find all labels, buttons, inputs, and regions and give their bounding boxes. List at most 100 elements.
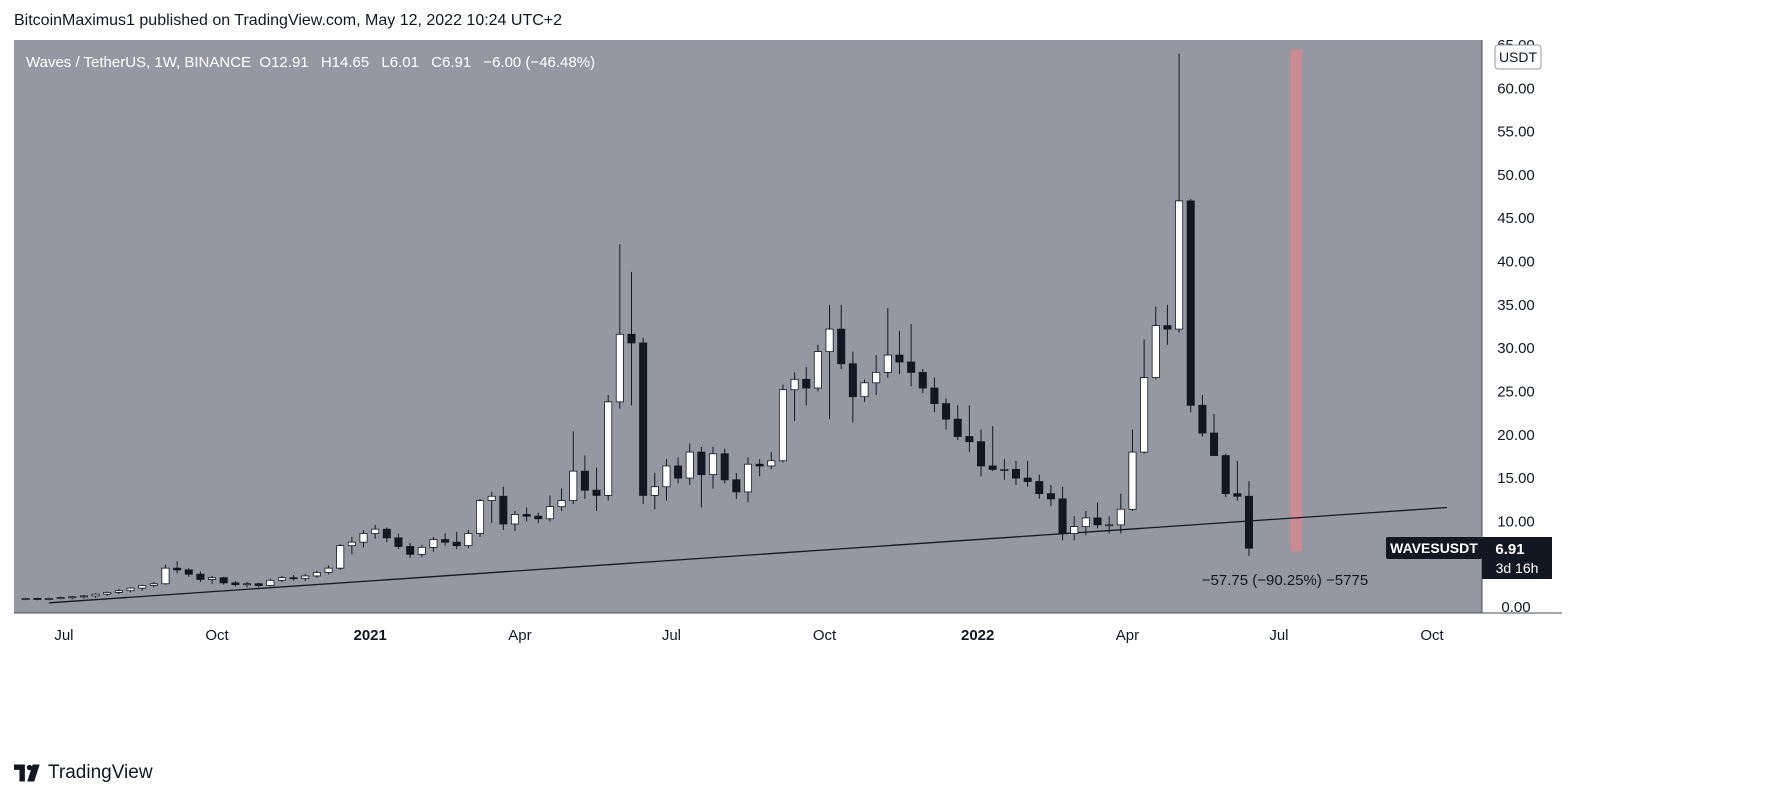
candle[interactable] xyxy=(1070,516,1079,541)
candle[interactable] xyxy=(406,543,415,558)
candle[interactable] xyxy=(371,524,380,539)
candle[interactable] xyxy=(720,448,729,484)
chart-frame[interactable]: −57.75 (−90.25%) −5775 0.00 10.00 15.00 20.… xyxy=(14,37,1776,744)
candle[interactable] xyxy=(743,457,753,503)
price-axis[interactable] xyxy=(1482,40,1562,613)
candle[interactable] xyxy=(627,271,636,406)
candle[interactable] xyxy=(33,597,42,601)
candle[interactable] xyxy=(103,591,112,596)
candle[interactable] xyxy=(650,472,659,510)
candle[interactable] xyxy=(452,531,461,550)
candle[interactable] xyxy=(1035,474,1044,499)
candle[interactable] xyxy=(173,561,182,574)
candle[interactable] xyxy=(732,472,741,499)
candle[interactable] xyxy=(1058,486,1067,541)
candle[interactable] xyxy=(604,394,613,501)
candle[interactable] xyxy=(21,597,30,601)
candle[interactable] xyxy=(254,582,263,588)
candle[interactable] xyxy=(441,533,450,546)
candle[interactable] xyxy=(895,330,904,375)
candle[interactable] xyxy=(930,377,939,413)
candle[interactable] xyxy=(977,429,986,477)
footer-brand[interactable]: TradingView xyxy=(14,762,153,784)
candle[interactable] xyxy=(429,536,438,552)
candle[interactable] xyxy=(592,467,601,511)
candle[interactable] xyxy=(44,597,53,601)
candle[interactable] xyxy=(615,244,624,409)
candle[interactable] xyxy=(1244,481,1253,556)
candle[interactable] xyxy=(1140,339,1149,454)
candle[interactable] xyxy=(312,570,321,578)
candle[interactable] xyxy=(767,452,776,470)
highlight-zone[interactable] xyxy=(1290,49,1303,552)
candle[interactable] xyxy=(545,495,554,522)
candle[interactable] xyxy=(860,379,869,402)
candle[interactable] xyxy=(709,446,718,489)
candle[interactable] xyxy=(336,543,345,570)
time-axis[interactable] xyxy=(14,613,1562,653)
candle[interactable] xyxy=(510,510,519,531)
candle[interactable] xyxy=(347,536,356,555)
candle[interactable] xyxy=(883,308,892,378)
candle[interactable] xyxy=(988,426,997,472)
candle[interactable] xyxy=(1186,199,1195,413)
candle[interactable] xyxy=(464,530,473,549)
candle[interactable] xyxy=(1175,53,1184,333)
candle[interactable] xyxy=(417,544,426,557)
candle[interactable] xyxy=(953,405,962,440)
candle[interactable] xyxy=(837,304,846,369)
candle[interactable] xyxy=(184,568,193,577)
candle[interactable] xyxy=(1221,453,1230,498)
candle[interactable] xyxy=(1046,485,1055,506)
candle[interactable] xyxy=(802,367,811,406)
candle[interactable] xyxy=(1011,460,1020,486)
candle[interactable] xyxy=(639,337,648,505)
candle[interactable] xyxy=(965,405,974,453)
candle[interactable] xyxy=(499,486,508,531)
candle[interactable] xyxy=(394,533,403,550)
candle[interactable] xyxy=(359,530,368,548)
symbol-legend[interactable]: Waves / TetherUS, 1W, BINANCE O12.91 H14… xyxy=(26,54,595,71)
candle[interactable] xyxy=(196,571,205,583)
candle[interactable] xyxy=(662,459,671,501)
candle[interactable] xyxy=(1081,510,1090,536)
candle[interactable] xyxy=(1210,413,1219,456)
candle[interactable] xyxy=(848,351,857,423)
candle[interactable] xyxy=(56,596,65,600)
candle[interactable] xyxy=(942,398,951,430)
candle[interactable] xyxy=(243,582,252,588)
candle[interactable] xyxy=(266,578,275,587)
candle[interactable] xyxy=(534,512,543,524)
candle[interactable] xyxy=(1093,502,1102,529)
candle[interactable] xyxy=(126,587,135,593)
candle[interactable] xyxy=(79,595,88,599)
candlestick-chart[interactable]: −57.75 (−90.25%) −5775 0.00 10.00 15.00 20.… xyxy=(14,37,1776,744)
candle[interactable] xyxy=(1116,493,1125,534)
candle[interactable] xyxy=(755,459,764,477)
candle[interactable] xyxy=(872,355,881,395)
candle[interactable] xyxy=(231,581,240,587)
candle[interactable] xyxy=(208,575,217,584)
candle[interactable] xyxy=(1163,304,1172,345)
candle[interactable] xyxy=(557,488,566,511)
candle[interactable] xyxy=(301,574,310,582)
candle[interactable] xyxy=(674,457,683,484)
candle[interactable] xyxy=(1233,460,1242,501)
candle[interactable] xyxy=(790,372,799,421)
candle[interactable] xyxy=(149,582,158,588)
candle[interactable] xyxy=(1023,460,1032,487)
candle[interactable] xyxy=(324,565,333,575)
candle[interactable] xyxy=(1105,516,1114,534)
candle[interactable] xyxy=(138,584,147,591)
candle[interactable] xyxy=(580,455,589,499)
candle[interactable] xyxy=(569,431,578,505)
candle[interactable] xyxy=(68,595,77,600)
candle[interactable] xyxy=(1128,429,1137,511)
candle[interactable] xyxy=(1151,306,1160,380)
candle[interactable] xyxy=(161,564,170,585)
candle[interactable] xyxy=(476,498,485,537)
candle[interactable] xyxy=(825,304,834,420)
candle[interactable] xyxy=(277,575,286,583)
candle[interactable] xyxy=(114,588,123,595)
support-trendline[interactable] xyxy=(48,506,1448,604)
